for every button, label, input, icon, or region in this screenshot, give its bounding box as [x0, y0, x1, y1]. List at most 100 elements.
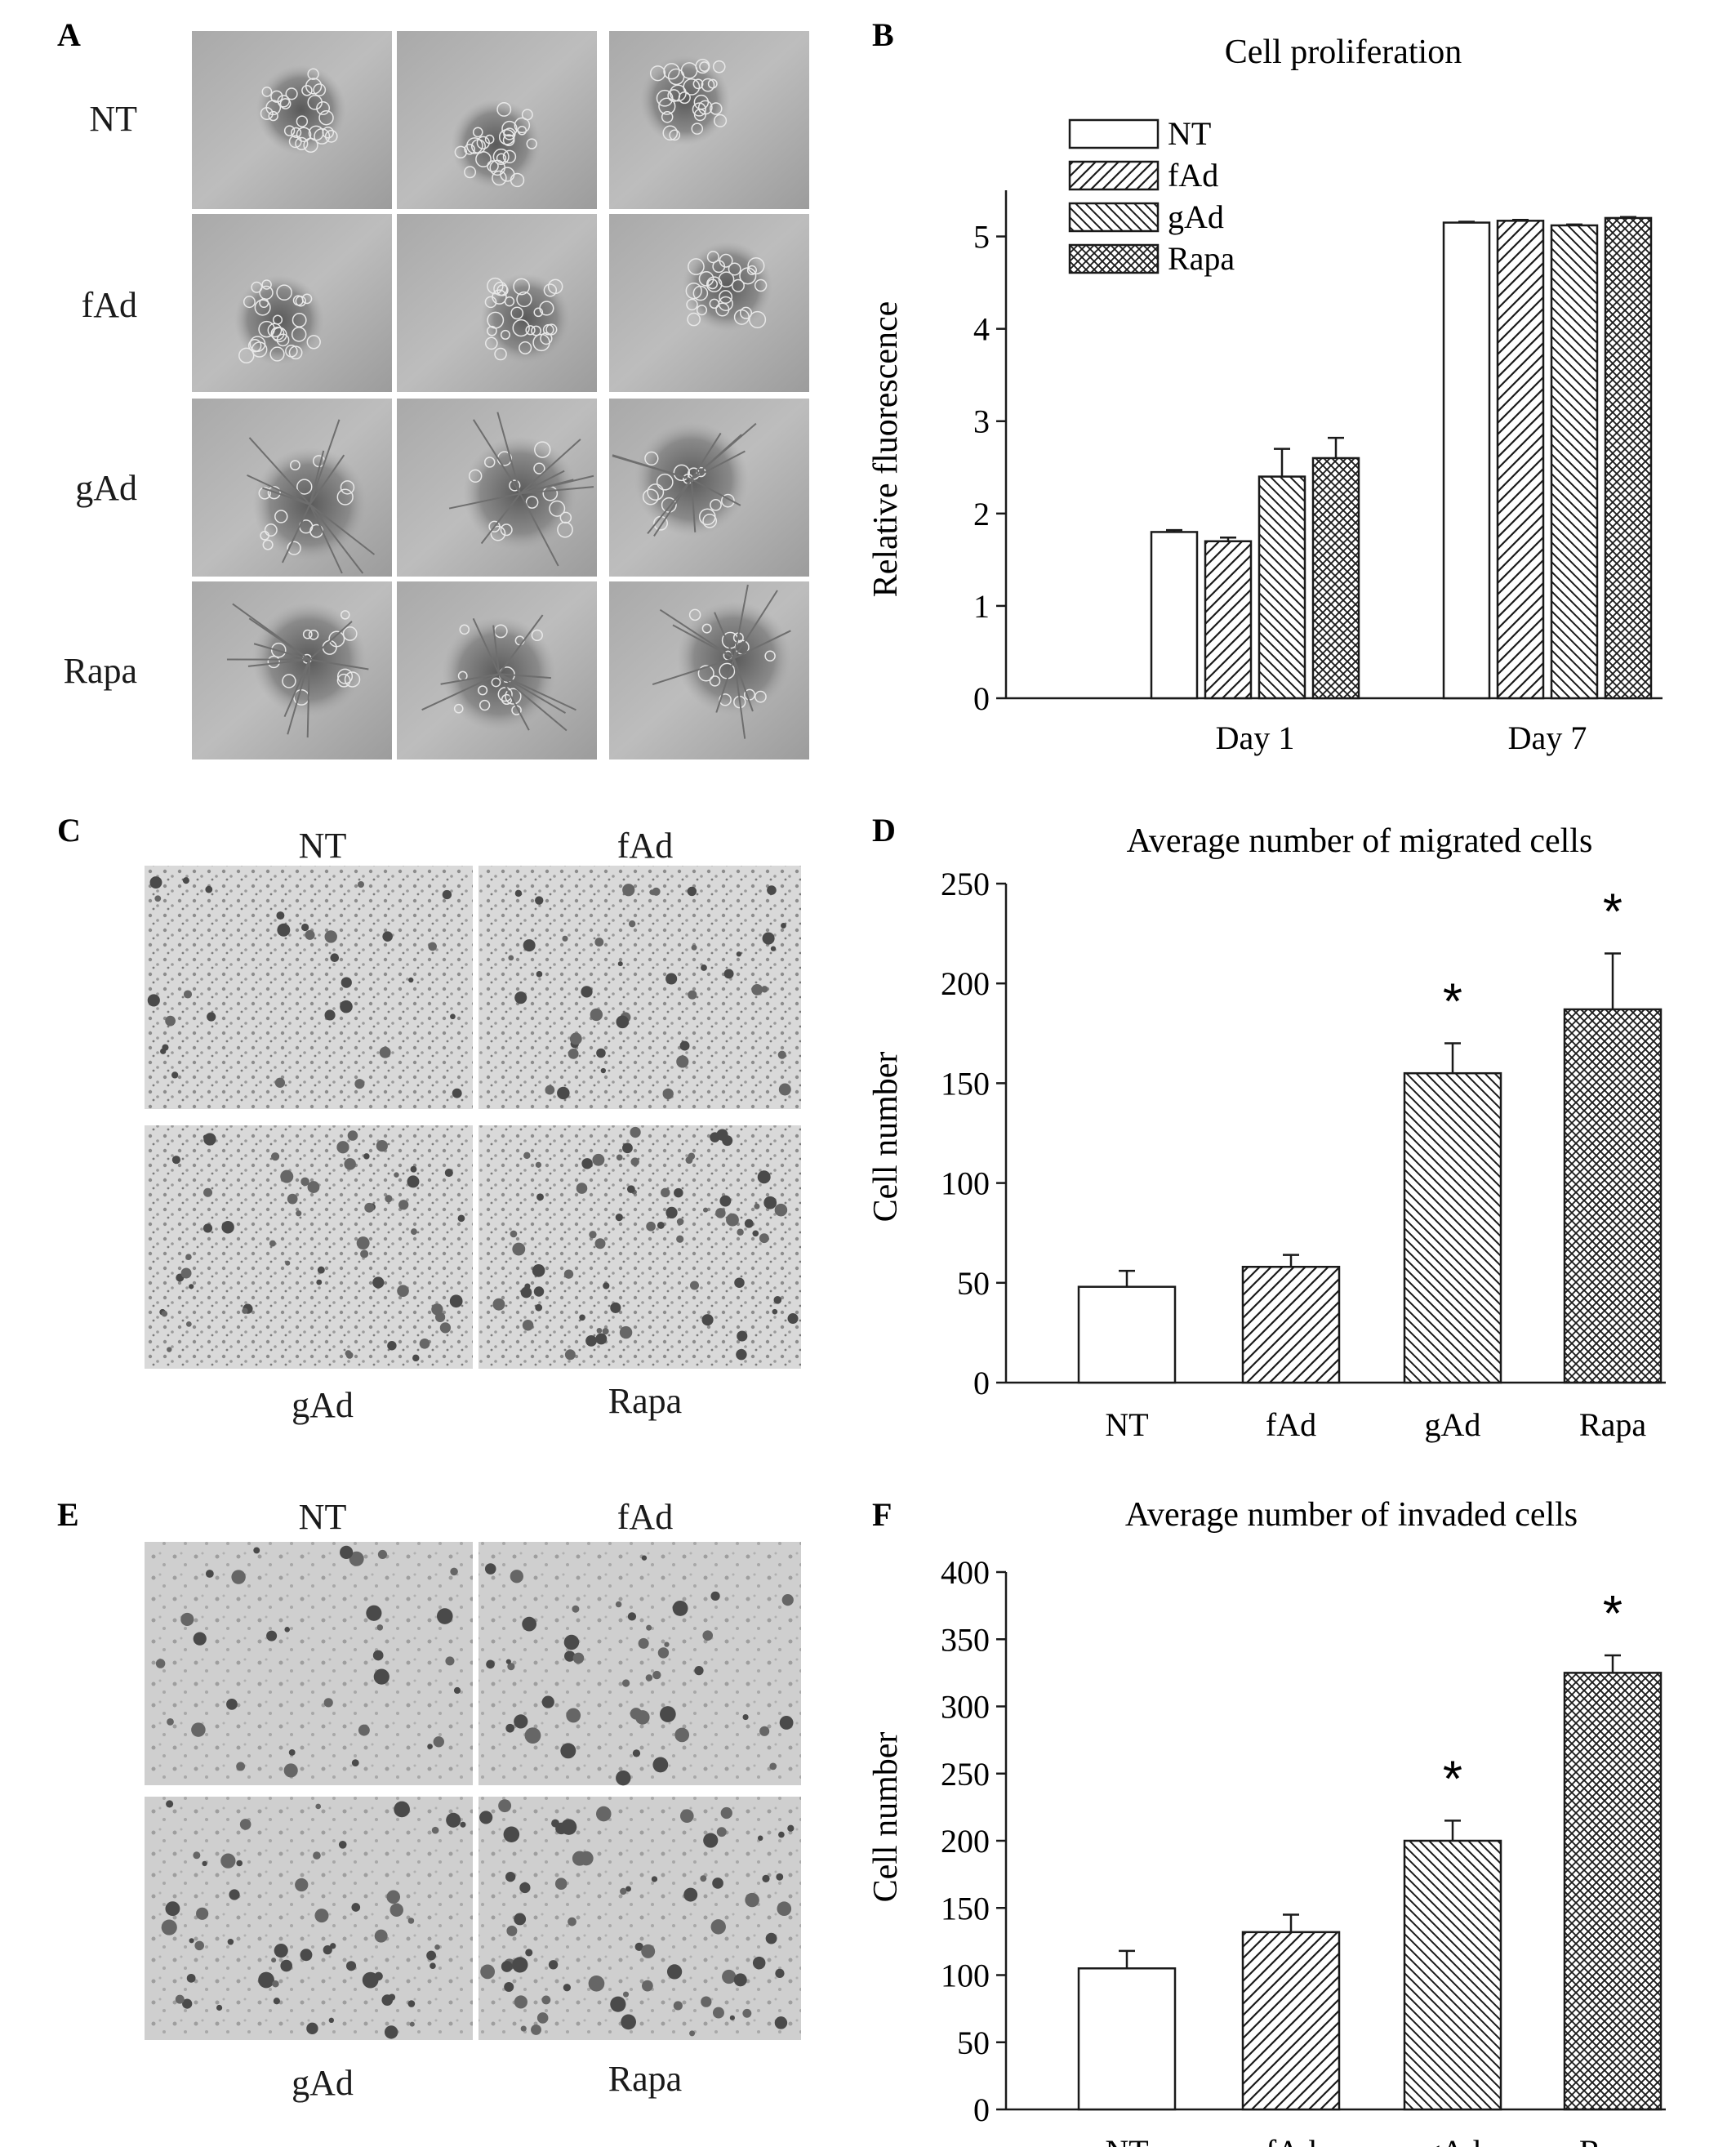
migrated-cell [734, 1277, 745, 1288]
panel-a-row-label-rapa: Rapa [64, 651, 137, 691]
migrated-cell [427, 1744, 433, 1749]
migrated-cell [666, 1964, 683, 1980]
migrated-cell [719, 1195, 732, 1207]
chart-d-ytick-label: 50 [957, 1265, 990, 1302]
cell [296, 115, 309, 127]
migrated-cell [203, 1187, 213, 1197]
migrated-cell [752, 1956, 766, 1970]
migrated-cell [269, 1240, 276, 1247]
migrated-cell [431, 1303, 443, 1316]
migrated-cell [205, 885, 213, 893]
panel-e-letter: E [57, 1496, 79, 1533]
micrograph-background [145, 1542, 473, 1785]
cell-process [496, 412, 522, 494]
cell [754, 278, 768, 292]
migrated-cell [300, 1949, 313, 1962]
migrated-cell [572, 1652, 585, 1664]
grid-c-r2-c1 [145, 1125, 473, 1369]
legend-swatch-nt [1068, 118, 1160, 149]
migrated-cell [652, 1670, 661, 1680]
cell [747, 256, 765, 275]
chart-d-xtick-label: gAd [1425, 1406, 1481, 1443]
migrated-cell [541, 1995, 551, 2005]
migrated-cell [610, 1302, 621, 1313]
migrated-cell [596, 1048, 606, 1058]
migrated-cell [434, 1944, 440, 1950]
cell [525, 496, 539, 509]
migrated-cell [328, 2017, 335, 2024]
cell [534, 441, 551, 458]
migrated-cell [193, 1851, 201, 1860]
migrated-cell [231, 1570, 246, 1584]
cell [533, 462, 545, 474]
migrated-cell [313, 1851, 321, 1860]
panel-e-label-fad: fAd [617, 1497, 673, 1537]
micrograph-a-r4-c1 [192, 581, 392, 759]
migrated-cell [742, 2008, 752, 2018]
migrated-cell [356, 1236, 370, 1250]
cell-process [309, 504, 364, 574]
migrated-cell [412, 1354, 420, 1362]
migrated-cell [531, 2024, 541, 2035]
cell [662, 125, 679, 141]
cell-process [647, 479, 692, 534]
migrated-cell [274, 1077, 286, 1088]
cell [547, 278, 563, 295]
cell [692, 102, 706, 117]
migrated-cell [703, 1833, 719, 1848]
cell [710, 498, 722, 511]
chart-f-xtick-label: Rapa [1579, 2133, 1646, 2147]
cell-process [472, 617, 501, 675]
migrated-cell [207, 1012, 216, 1022]
migrated-cell [634, 1942, 643, 1952]
cell [468, 469, 483, 483]
cell [517, 125, 527, 136]
migrated-cell [551, 1819, 560, 1828]
chart-f-xtick-label: NT [1105, 2133, 1148, 2147]
chart-b-xtick-label: Day 7 [1508, 719, 1587, 756]
cell [492, 170, 507, 186]
cell [342, 626, 358, 641]
cell-process [519, 470, 565, 495]
cell [501, 120, 518, 137]
cell [719, 693, 732, 706]
migrated-cell [503, 1826, 520, 1842]
cell [731, 278, 745, 292]
migrated-cell [330, 953, 340, 963]
cell [296, 479, 313, 495]
cell-process [309, 658, 369, 670]
cell [475, 151, 492, 167]
chart-f-ytick-label: 250 [941, 1756, 990, 1793]
grid-e-r2-c1 [145, 1797, 473, 2040]
migrated-cell [165, 1901, 180, 1917]
migrated-cell [762, 1874, 770, 1882]
cell [545, 323, 558, 336]
chart-b-ytick-label: 0 [973, 680, 990, 717]
migrated-cell [661, 1187, 670, 1198]
migrated-cell [781, 1594, 794, 1606]
chart-d-bar-nt [1077, 1285, 1177, 1384]
chart-d-bar-gad [1403, 1071, 1502, 1384]
cell [258, 487, 271, 500]
migrated-cell [203, 1133, 216, 1146]
migrated-cell [646, 1221, 656, 1232]
migrated-cell [632, 1749, 641, 1757]
migrated-cell [779, 1716, 794, 1730]
micrograph-background [145, 1125, 473, 1369]
migrated-cell [770, 946, 777, 951]
cell [500, 329, 510, 340]
migrated-cell [775, 1968, 785, 1979]
migrated-cell [752, 1230, 759, 1237]
migrated-cell [603, 1282, 610, 1290]
cell [519, 341, 532, 354]
migrated-cell [280, 1959, 292, 1972]
cell [478, 685, 488, 696]
migrated-cell [622, 1991, 630, 1998]
migrated-cell [341, 977, 352, 988]
migrated-cell [554, 1878, 568, 1890]
migrated-cell [180, 1612, 194, 1626]
cell [484, 296, 497, 309]
bar-nt-day-1 [1150, 531, 1199, 700]
chart-d-bar-rapa [1563, 1008, 1663, 1384]
migrated-cell [185, 1254, 192, 1261]
